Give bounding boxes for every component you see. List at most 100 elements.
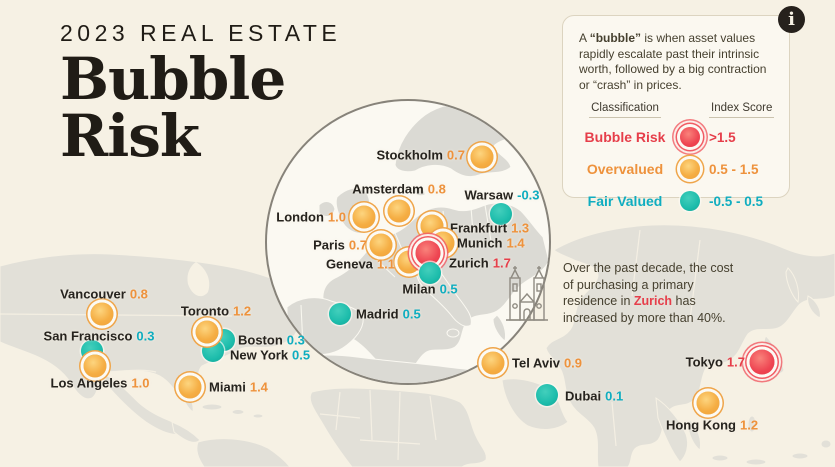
tel-aviv-index-score: 0.9: [563, 355, 583, 371]
new-york-index-score: 0.5: [292, 347, 311, 363]
geneva-index-score: 1.1: [376, 256, 395, 272]
london-index-score: 1.0: [327, 209, 346, 225]
munich-index-score: 1.4: [506, 235, 525, 251]
vancouver-marker: [90, 302, 114, 326]
vancouver-name: Vancouver: [60, 286, 126, 302]
frankfurt-label: Frankfurt 1.3: [450, 221, 529, 236]
hong-kong-marker: [696, 391, 720, 415]
bubble-definition-text: A “bubble” is when asset values rapidly …: [579, 31, 767, 92]
geneva-label: Geneva 1.1: [326, 257, 395, 272]
amsterdam-name: Amsterdam: [352, 181, 424, 197]
bubble-risk-icon: [680, 127, 700, 148]
tokyo-index-score: 1.7: [726, 354, 745, 370]
amsterdam-index-score: 0.8: [427, 181, 446, 197]
legend-table: Classification Index Score Bubble Risk >…: [579, 102, 777, 217]
column-header-classification: Classification: [579, 102, 671, 121]
new-york-marker: [202, 340, 224, 362]
warsaw-index-score: -0.3: [517, 187, 540, 203]
tel-aviv-name: Tel Aviv: [512, 355, 560, 371]
paris-marker: [369, 233, 393, 257]
miami-label: Miami 1.4: [209, 380, 268, 395]
milan-label: Milan 0.5: [402, 282, 457, 297]
milan-index-score: 0.5: [439, 281, 458, 297]
vancouver-index-score: 0.8: [129, 286, 148, 302]
los-angeles-name: Los Angeles: [50, 375, 128, 391]
zurich-note: Over the past decade, the cost of purcha…: [563, 261, 734, 325]
madrid-name: Madrid: [356, 306, 399, 322]
warsaw-name: Warsaw: [464, 187, 514, 203]
column-header-index-score: Index Score: [709, 102, 777, 121]
zurich-name: Zurich: [449, 255, 489, 271]
title-kicker: 2023 REAL ESTATE: [60, 20, 342, 46]
tel-aviv-label: Tel Aviv 0.9: [512, 356, 582, 371]
geneva-marker: [397, 250, 421, 274]
legend-score-overvalued: 0.5 - 1.5: [709, 161, 759, 177]
stockholm-label: Stockholm 0.7: [376, 148, 465, 163]
toronto-index-score: 1.2: [233, 303, 252, 319]
madrid-index-score: 0.5: [402, 306, 421, 322]
dubai-name: Dubai: [565, 388, 602, 404]
legend-label-fair-valued: Fair Valued: [587, 193, 663, 210]
zurich-marker: [415, 240, 441, 266]
stockholm-name: Stockholm: [376, 147, 443, 163]
warsaw-label: Warsaw -0.3: [464, 188, 539, 203]
overvalued-icon: [680, 159, 700, 180]
san-francisco-name: San Francisco: [43, 328, 133, 344]
title-line-2: Risk: [60, 101, 200, 170]
toronto-name: Toronto: [180, 303, 230, 319]
stockholm-marker: [470, 145, 494, 169]
toronto-marker: [195, 320, 219, 344]
miami-index-score: 1.4: [249, 379, 268, 395]
legend-score-bubble-risk: >1.5: [709, 129, 736, 145]
hong-kong-label: Hong Kong 1.2: [666, 418, 758, 433]
zurich-cathedral-icon: [506, 266, 548, 321]
fair-valued-icon: [680, 191, 700, 212]
frankfurt-index-score: 1.3: [511, 220, 530, 236]
new-york-label: New York 0.5: [230, 348, 310, 363]
milan-name: Milan: [402, 281, 436, 297]
tel-aviv-marker: [481, 351, 505, 375]
milan-marker: [419, 262, 441, 284]
info-icon[interactable]: i: [778, 6, 805, 33]
page-title: Bubble Risk: [60, 45, 341, 170]
paris-name: Paris: [313, 237, 345, 253]
london-marker: [352, 205, 376, 229]
london-label: London 1.0: [276, 210, 346, 225]
amsterdam-marker: [387, 199, 411, 223]
los-angeles-index-score: 1.0: [131, 375, 150, 391]
zurich-highlight: Zurich: [633, 294, 673, 308]
boston-name: Boston: [238, 332, 283, 348]
warsaw-marker: [490, 203, 512, 225]
new-york-name: New York: [230, 347, 289, 363]
madrid-label: Madrid 0.5: [356, 307, 421, 322]
paris-label: Paris 0.7: [313, 238, 367, 253]
tokyo-marker: [749, 349, 775, 375]
london-name: London: [276, 209, 324, 225]
legend-label-overvalued: Overvalued: [586, 161, 664, 178]
title-line-1: Bubble: [60, 45, 286, 113]
geneva-name: Geneva: [325, 256, 373, 272]
dubai-index-score: 0.1: [605, 388, 624, 404]
tokyo-name: Tokyo: [685, 354, 723, 370]
san-francisco-label: San Francisco 0.3: [44, 329, 155, 344]
boston-label: Boston 0.3: [238, 333, 305, 348]
legend-label-bubble-risk: Bubble Risk: [584, 129, 666, 146]
miami-marker: [178, 375, 202, 399]
vancouver-label: Vancouver 0.8: [60, 287, 148, 302]
amsterdam-label: Amsterdam 0.8: [352, 182, 446, 197]
tokyo-label: Tokyo 1.7: [686, 355, 745, 370]
boston-index-score: 0.3: [286, 332, 305, 348]
munich-label: Munich 1.4: [457, 236, 525, 251]
hong-kong-index-score: 1.2: [739, 417, 759, 433]
los-angeles-label: Los Angeles 1.0: [51, 376, 150, 391]
los-angeles-marker: [83, 354, 107, 378]
legend-score-fair-valued: -0.5 - 0.5: [709, 193, 764, 209]
zurich-label: Zurich 1.7: [449, 256, 511, 271]
madrid-marker: [329, 303, 351, 325]
san-francisco-index-score: 0.3: [136, 328, 155, 344]
miami-name: Miami: [209, 379, 246, 395]
toronto-label: Toronto 1.2: [181, 304, 251, 319]
hong-kong-name: Hong Kong: [665, 417, 736, 433]
stockholm-index-score: 0.7: [446, 147, 465, 163]
